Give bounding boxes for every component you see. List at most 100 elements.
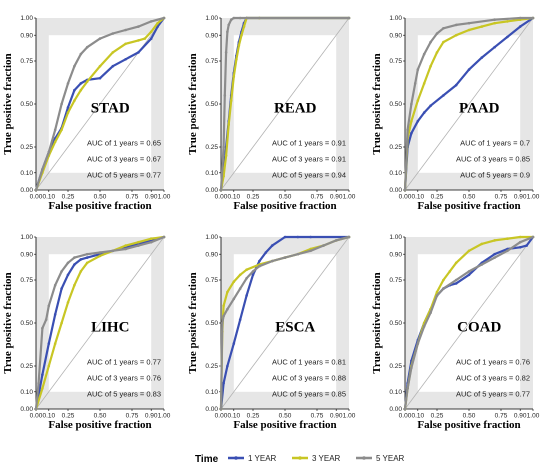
roc-point: [531, 235, 535, 239]
band-top: [405, 237, 533, 255]
roc-point: [493, 252, 496, 256]
roc-point: [238, 287, 242, 290]
roc-point: [454, 261, 458, 265]
x-tick-label: 0.75: [126, 413, 139, 420]
roc-point: [37, 381, 40, 385]
roc-point: [232, 75, 236, 78]
auc-label: AUC of 1 years = 0.81: [272, 357, 346, 366]
roc-point: [416, 119, 420, 123]
roc-point: [403, 188, 407, 192]
roc-point: [227, 23, 230, 27]
roc-point: [480, 25, 484, 28]
roc-point: [245, 268, 248, 272]
roc-point: [53, 140, 57, 144]
reference-diagonal: [220, 17, 350, 191]
legend-marker: [234, 456, 238, 460]
roc-point: [454, 23, 458, 27]
y-tick-label: 0.90: [20, 251, 33, 258]
x-tick-label: 0.90: [514, 194, 527, 201]
roc-panel-paad: 0.000.000.100.100.250.250.500.500.750.75…: [371, 15, 540, 212]
roc-point: [149, 240, 153, 244]
reference-diagonal: [404, 17, 534, 191]
roc-point: [34, 407, 38, 411]
legend-label: 1 YEAR: [248, 454, 277, 463]
roc-point: [47, 304, 51, 308]
y-tick-label: 1.00: [205, 234, 218, 241]
roc-line-5-year: [34, 235, 166, 411]
roc-point: [124, 247, 127, 251]
roc-point: [111, 64, 115, 68]
roc-point: [224, 154, 228, 157]
panel-title: STAD: [91, 101, 130, 117]
y-tick-label: 1.00: [389, 15, 402, 22]
roc-point: [85, 261, 89, 265]
roc-point: [229, 99, 233, 102]
y-tick-label: 0.10: [205, 170, 218, 177]
band-right: [151, 237, 164, 409]
band-bottom: [36, 172, 164, 190]
roc-point: [232, 16, 236, 20]
roc-point: [98, 76, 102, 80]
roc-point: [224, 51, 228, 54]
y-tick-label: 0.25: [389, 363, 402, 370]
auc-label: AUC of 5 years = 0.94: [272, 170, 346, 179]
roc-point: [137, 39, 140, 42]
roc-point: [347, 235, 351, 239]
roc-point: [429, 311, 432, 315]
roc-point: [454, 33, 458, 37]
roc-point: [66, 273, 70, 277]
legend-label: 5 YEAR: [376, 454, 405, 463]
roc-point: [34, 188, 38, 192]
roc-point: [149, 37, 153, 40]
x-tick-label: 0.25: [247, 413, 260, 420]
roc-point: [223, 94, 227, 97]
x-tick-label: 0.50: [94, 413, 107, 420]
band-right: [520, 237, 533, 409]
roc-point: [296, 252, 300, 256]
auc-label: AUC of 3 years = 0.67: [87, 154, 161, 163]
auc-label: AUC of 3 years = 0.82: [456, 373, 530, 382]
roc-point: [309, 235, 312, 239]
roc-point: [309, 249, 312, 253]
roc-point: [137, 51, 140, 54]
roc-point: [518, 240, 522, 244]
roc-point: [270, 244, 274, 247]
roc-point: [149, 20, 153, 23]
roc-point: [525, 244, 528, 247]
roc-point: [493, 45, 496, 49]
y-tick-label: 0.50: [389, 101, 402, 108]
x-tick-label: 0.10: [42, 413, 55, 420]
roc-point: [226, 290, 229, 294]
roc-point: [283, 235, 287, 239]
y-tick-label: 0.10: [20, 389, 33, 396]
roc-point: [47, 364, 51, 368]
roc-point: [85, 80, 89, 83]
roc-point: [422, 111, 426, 114]
roc-point: [232, 342, 236, 345]
x-tick-label: 0.50: [279, 413, 292, 420]
roc-point: [245, 294, 248, 297]
roc-point: [222, 304, 225, 308]
y-axis-title: True positive fraction: [2, 272, 14, 373]
roc-point: [149, 30, 153, 34]
x-tick-label: 0.25: [247, 194, 260, 201]
roc-point: [73, 64, 76, 68]
legend: Time 1 YEAR 3 YEAR 5 YEAR: [195, 454, 405, 465]
band-top: [221, 237, 349, 255]
x-tick-label: 0.90: [514, 413, 527, 420]
x-tick-label: 0.10: [227, 413, 240, 420]
band-left: [36, 18, 49, 190]
roc-point: [73, 263, 76, 266]
roc-point: [422, 325, 426, 328]
roc-point: [493, 239, 496, 242]
roc-point: [518, 246, 522, 249]
roc-point: [531, 16, 535, 20]
auc-label: AUC of 5 years = 0.85: [272, 389, 346, 398]
x-tick-label: 0.90: [330, 194, 343, 201]
y-tick-label: 0.50: [389, 320, 402, 327]
x-tick-label: 0.00: [399, 194, 412, 201]
roc-point: [454, 278, 458, 282]
roc-line-5-year: [219, 235, 351, 411]
auc-label: AUC of 1 years = 0.65: [87, 138, 161, 147]
roc-point: [245, 16, 248, 20]
